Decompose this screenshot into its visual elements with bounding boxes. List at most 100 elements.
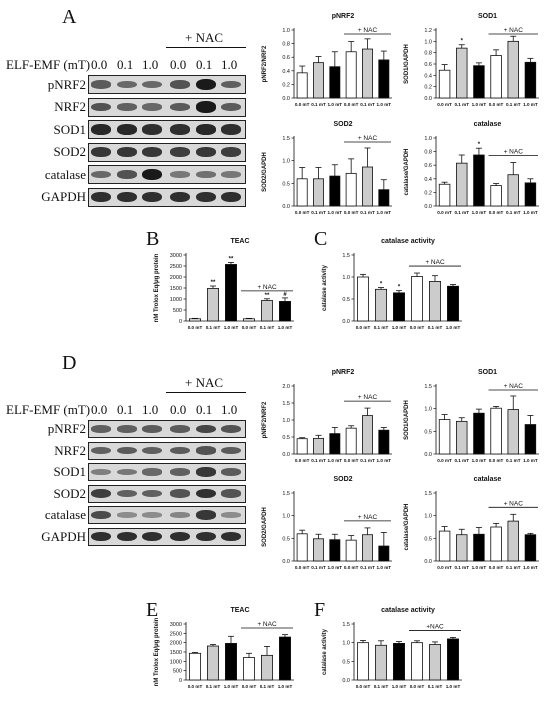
bar <box>345 427 357 455</box>
y-tick-label: 0.0 <box>424 559 432 565</box>
y-axis-label: SOD2/GAPDH <box>262 152 268 192</box>
bar <box>189 652 201 681</box>
blot-band <box>196 510 216 520</box>
x-tick-label: 0.0 mT <box>356 684 371 689</box>
x-tick-label: 0.1 mT <box>360 565 375 570</box>
bar <box>378 59 390 99</box>
y-tick-label: 1.5 <box>282 136 290 142</box>
bar <box>345 51 357 99</box>
blot-band <box>196 446 216 455</box>
x-tick-label: 1.0 mT <box>377 458 392 463</box>
lane-label: 0.0 <box>170 57 187 72</box>
bar <box>296 178 308 207</box>
y-tick-label: 500 <box>173 308 182 314</box>
y-axis-label: pNRF2/NRF2 <box>262 45 268 82</box>
condition-label: ELF-EMF (mT) <box>6 402 91 417</box>
y-tick-label: 0.6 <box>282 55 290 61</box>
chart-title: SOD2 <box>333 121 352 128</box>
blot-row-panel <box>88 484 246 503</box>
blot-band <box>196 424 216 434</box>
y-tick-label: 0.5 <box>282 435 290 441</box>
y-tick-label: 1.0 <box>424 407 432 413</box>
blot-band <box>117 170 137 179</box>
y-tick-label: 1.2 <box>424 28 432 34</box>
y-axis-label: SOD1/GAPDH <box>404 44 410 84</box>
blot-band <box>221 424 241 434</box>
x-tick-label: 0.1 mT <box>311 102 326 107</box>
chart-title: pNRF2 <box>332 369 355 376</box>
y-tick-label: 3000 <box>170 253 182 259</box>
y-tick-label: 2500 <box>170 264 182 270</box>
x-tick-label: 0.0 mT <box>242 325 257 330</box>
blot-band <box>117 191 137 203</box>
blot-band <box>117 80 137 89</box>
chart-title: TEAC <box>230 607 249 614</box>
y-tick-label: 1.0 <box>424 136 432 142</box>
x-tick-label: 0.1 mT <box>506 458 521 463</box>
bar <box>362 534 373 562</box>
x-tick-label: 0.0 mT <box>344 102 359 107</box>
bar <box>429 644 441 681</box>
y-tick-label: 1.5 <box>342 622 350 628</box>
blot-band <box>221 171 241 178</box>
chart-a-catalase: catalase catalase/GAPDH 0.0 0.2 0.4 0.6 0.8 1.0… <box>404 121 539 215</box>
x-tick-label: 0.0 mT <box>295 210 310 215</box>
bar <box>429 281 441 322</box>
blot-band <box>170 512 190 518</box>
bar <box>411 642 423 681</box>
blot-band <box>117 468 137 476</box>
blot-band <box>91 531 111 542</box>
bar <box>473 65 485 99</box>
blot-band <box>170 191 190 203</box>
blot-band <box>221 446 241 455</box>
bar <box>393 643 405 681</box>
blot-band <box>117 489 137 498</box>
panel-label-d: D <box>62 352 77 374</box>
blot-row-label: NRF2 <box>54 442 86 458</box>
x-tick-label: 0.0 mT <box>437 458 452 463</box>
y-tick-label: 0.4 <box>424 177 432 183</box>
blot-band <box>221 124 241 135</box>
significance-mark: # <box>283 292 287 298</box>
x-tick-label: 0.0 mT <box>242 684 257 689</box>
x-tick-label: 0.1 mT <box>311 210 326 215</box>
blot-band <box>196 467 216 477</box>
y-tick-label: 0.0 <box>342 678 350 684</box>
blot-band <box>170 489 190 498</box>
x-tick-label: 0.1 mT <box>374 684 389 689</box>
x-tick-label: 1.0 mT <box>278 684 293 689</box>
blot-band <box>170 102 190 112</box>
bar <box>438 69 451 99</box>
y-tick-label: 0.2 <box>282 82 290 88</box>
x-tick-label: 0.1 mT <box>506 210 521 215</box>
y-tick-label: 0.5 <box>342 297 350 303</box>
bar <box>438 419 451 455</box>
chart-f-catalase-activity: catalase activity catalase activity 0.0 0.5… <box>322 607 462 689</box>
y-axis-label: nM Trolox Eq/μg protein <box>154 617 160 686</box>
blot-row-panel <box>88 420 246 438</box>
blot-band <box>91 510 111 520</box>
x-tick-label: 0.1 mT <box>206 325 221 330</box>
bar <box>473 533 485 562</box>
nac-bracket-label: + NAC <box>257 284 277 291</box>
x-tick-label: 1.0 mT <box>377 565 392 570</box>
blot-row-panel <box>88 142 246 162</box>
blot-band <box>196 78 216 91</box>
bar <box>313 538 324 562</box>
chart-title: catalase activity <box>381 607 435 614</box>
x-tick-label: 1.0 mT <box>523 565 538 570</box>
lane-label: 0.0 <box>91 57 108 72</box>
x-tick-label: 0.0 mT <box>344 565 359 570</box>
y-axis-label: pNRF2/NRF2 <box>262 401 268 438</box>
blot-row-label: GAPDH <box>41 189 86 204</box>
blot-row-panel <box>88 187 246 207</box>
blot-band <box>117 446 137 455</box>
chart-e-teac: TEAC nM Trolox Eq/μg protein 0 500 1000 1500 2… <box>154 607 294 689</box>
x-tick-label: 1.0 mT <box>472 102 487 107</box>
x-tick-label: 1.0 mT <box>472 565 487 570</box>
y-tick-label: 0.6 <box>424 163 432 169</box>
x-tick-label: 0.0 mT <box>410 325 425 330</box>
lane-label: 0.1 <box>117 402 134 417</box>
y-axis-label: catalase/GAPDH <box>404 148 410 195</box>
